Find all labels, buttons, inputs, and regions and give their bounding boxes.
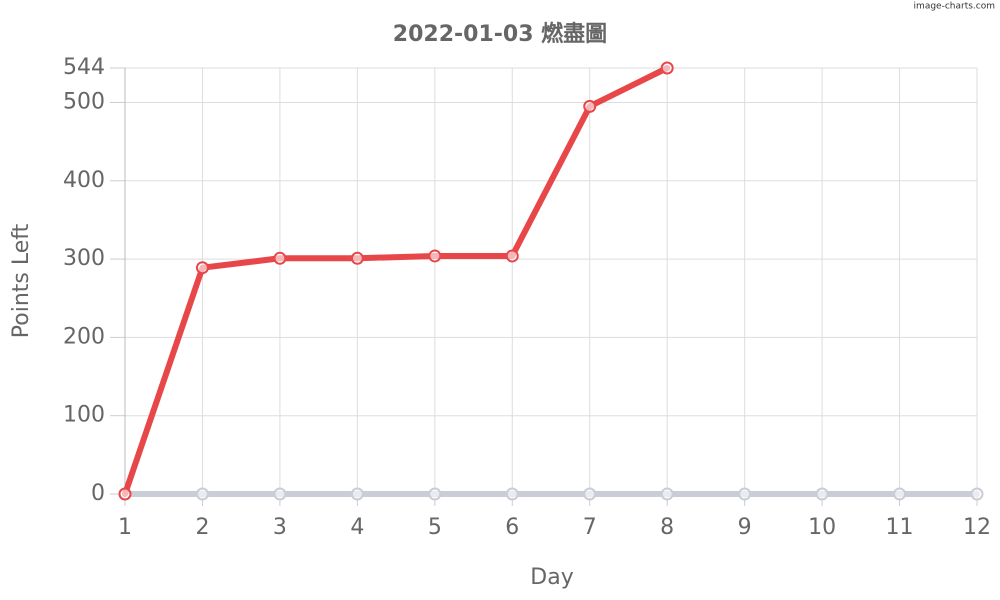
x-tick-label: 3 [273,515,287,540]
x-tick-label: 4 [350,515,364,540]
point [583,99,597,113]
point [815,487,829,501]
x-tick-label: 2 [195,515,209,540]
x-tick-label: 8 [660,515,674,540]
point [350,487,364,501]
point [970,487,984,501]
x-tick-label: 5 [428,515,442,540]
point [893,487,907,501]
point [660,487,674,501]
y-tick-label: 0 [91,481,105,506]
grid [110,67,978,506]
point [660,61,674,75]
point [583,487,597,501]
y-tick-label: 544 [63,55,105,80]
y-axis-label: Points Left [9,223,34,338]
y-tick-label: 100 [63,403,105,428]
point [195,487,209,501]
x-tick-label: 10 [808,515,836,540]
x-tick-label: 1 [118,515,132,540]
point [428,487,442,501]
point [273,251,287,265]
point [428,249,442,263]
y-tick-label: 500 [63,89,105,114]
lines [118,61,984,501]
point [505,487,519,501]
series-line [122,65,671,497]
x-tick-label: 6 [505,515,519,540]
y-tick-label: 200 [63,324,105,349]
point [350,251,364,265]
point [273,487,287,501]
x-axis-label: Day [530,565,573,590]
y-tick-label: 400 [63,168,105,193]
point [118,487,132,501]
point [738,487,752,501]
y-tick-label: 300 [63,246,105,271]
point [195,261,209,275]
x-tick-label: 12 [963,515,991,540]
point [505,249,519,263]
x-tick-label: 11 [886,515,914,540]
x-tick-label: 7 [583,515,597,540]
watermark: image-charts.com [914,2,995,12]
x-tick-label: 9 [738,515,752,540]
chart-title: 2022-01-03 燃盡圖 [393,21,607,47]
